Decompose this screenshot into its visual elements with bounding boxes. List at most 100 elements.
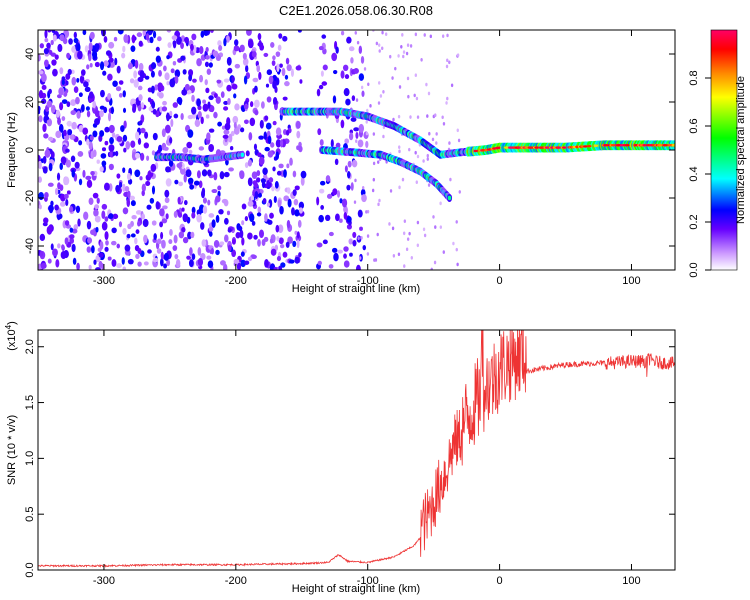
noise-speckle xyxy=(341,198,348,208)
signal-peak xyxy=(473,149,479,153)
noise-speckle xyxy=(289,157,293,166)
noise-speckle xyxy=(94,110,101,118)
spectrogram-heatmap xyxy=(38,30,675,270)
noise-speckle xyxy=(284,74,289,80)
noise-speckle xyxy=(254,85,258,93)
noise-speckle xyxy=(109,57,114,63)
noise-speckle xyxy=(41,84,47,91)
noise-speckle xyxy=(258,156,265,166)
noise-speckle xyxy=(430,267,433,270)
noise-speckle xyxy=(59,201,66,207)
noise-speckle xyxy=(46,42,51,49)
noise-speckle xyxy=(358,73,365,81)
noise-speckle xyxy=(333,252,339,262)
noise-speckle xyxy=(208,226,214,232)
noise-speckle xyxy=(322,239,328,245)
noise-speckle xyxy=(48,136,54,142)
noise-speckle xyxy=(213,239,220,248)
noise-speckle xyxy=(253,99,260,108)
noise-speckle xyxy=(352,239,357,247)
noise-speckle xyxy=(251,51,257,58)
noise-speckle xyxy=(320,180,326,186)
snr-ytick-label: 0.0 xyxy=(24,562,36,577)
noise-speckle xyxy=(64,220,70,226)
noise-speckle xyxy=(39,233,46,242)
spectrogram-xtick-label: 0 xyxy=(497,275,503,287)
noise-speckle xyxy=(92,130,98,138)
noise-speckle xyxy=(165,166,171,173)
noise-speckle xyxy=(319,188,325,194)
noise-speckle xyxy=(104,126,110,133)
noise-speckle xyxy=(86,138,90,146)
noise-speckle xyxy=(296,239,300,249)
noise-speckle xyxy=(218,209,224,215)
noise-speckle xyxy=(150,163,157,172)
noise-speckle xyxy=(156,238,162,245)
noise-speckle xyxy=(170,68,175,74)
noise-speckle xyxy=(256,64,261,73)
noise-speckle xyxy=(415,96,419,101)
noise-speckle xyxy=(96,159,100,164)
noise-speckle xyxy=(189,184,195,190)
noise-speckle xyxy=(353,67,359,74)
snr-series-line xyxy=(38,330,675,568)
noise-speckle xyxy=(241,237,245,246)
signal-peak xyxy=(496,146,501,150)
noise-speckle xyxy=(201,239,207,247)
noise-speckle xyxy=(266,202,270,207)
spectrogram-x-axis: -300 -200 -100 0 100 xyxy=(93,30,641,287)
noise-speckle xyxy=(448,60,451,65)
signal-core xyxy=(240,152,245,157)
noise-speckle xyxy=(449,177,452,182)
noise-speckle xyxy=(434,225,437,229)
noise-speckle xyxy=(269,212,274,219)
noise-speckle xyxy=(243,75,248,85)
noise-speckle xyxy=(346,36,352,44)
noise-speckle xyxy=(160,231,164,240)
spectrogram-ytick-label: 40 xyxy=(24,48,36,60)
noise-speckle xyxy=(367,82,370,87)
noise-speckle xyxy=(217,40,222,47)
noise-speckle xyxy=(285,129,290,136)
noise-speckle xyxy=(427,91,431,96)
noise-speckle xyxy=(101,160,107,167)
noise-speckle xyxy=(286,163,290,169)
noise-speckle xyxy=(38,191,44,201)
noise-speckle xyxy=(166,55,170,60)
noise-speckle xyxy=(244,162,249,169)
signal-peak xyxy=(625,144,630,147)
noise-speckle xyxy=(213,111,218,119)
noise-speckle xyxy=(220,91,225,98)
noise-speckle xyxy=(130,98,136,105)
noise-speckle xyxy=(292,170,297,178)
noise-speckle xyxy=(65,73,71,80)
noise-speckle xyxy=(159,221,164,228)
noise-speckle xyxy=(137,105,142,112)
noise-speckle xyxy=(50,39,54,46)
noise-speckle xyxy=(121,257,125,265)
noise-speckle xyxy=(99,130,105,137)
noise-speckle xyxy=(149,197,155,204)
noise-speckle xyxy=(73,86,79,94)
noise-speckle xyxy=(201,169,208,177)
noise-speckle xyxy=(240,259,246,268)
noise-speckle xyxy=(355,139,358,143)
noise-speckle xyxy=(174,69,181,78)
noise-speckle xyxy=(88,91,94,99)
noise-speckle xyxy=(208,143,215,153)
noise-speckle xyxy=(210,247,214,255)
noise-speckle xyxy=(173,210,178,218)
noise-speckle xyxy=(152,108,157,115)
noise-speckle xyxy=(445,64,449,69)
noise-speckle xyxy=(103,60,109,67)
noise-speckle xyxy=(38,176,42,183)
noise-speckle xyxy=(397,54,400,58)
noise-speckle xyxy=(351,95,356,102)
noise-speckle xyxy=(143,261,149,266)
noise-speckle xyxy=(298,145,303,153)
noise-speckle xyxy=(154,85,158,91)
noise-speckle xyxy=(357,139,364,148)
noise-speckle xyxy=(179,167,186,175)
noise-speckle xyxy=(257,192,262,198)
noise-speckle xyxy=(182,69,187,75)
